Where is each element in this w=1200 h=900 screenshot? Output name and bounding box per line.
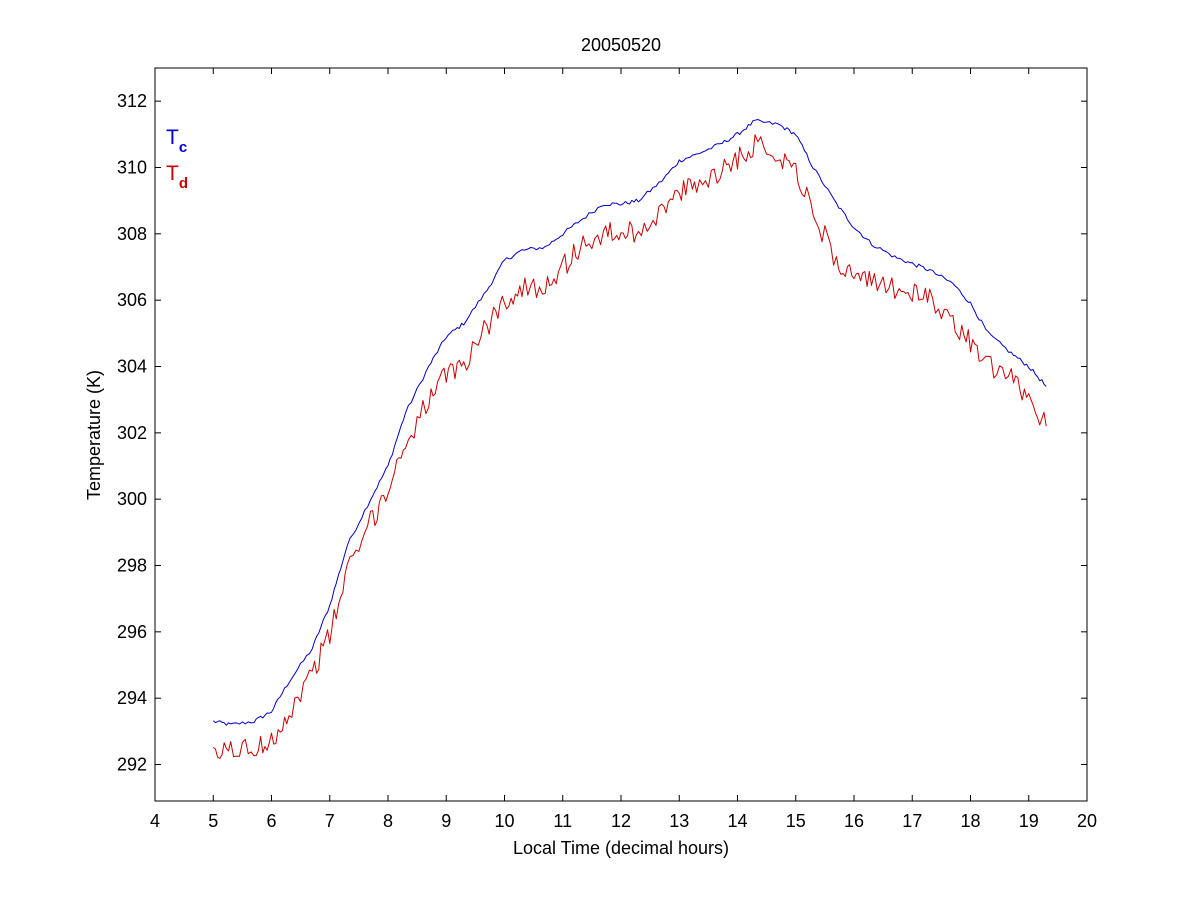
x-tick-label: 19: [1019, 811, 1039, 831]
chart-title: 20050520: [581, 35, 661, 55]
y-tick-label: 296: [117, 622, 147, 642]
x-tick-label: 13: [669, 811, 689, 831]
x-tick-label: 5: [208, 811, 218, 831]
y-axis-label: Temperature (K): [84, 370, 104, 500]
x-tick-label: 10: [494, 811, 514, 831]
legend-entry-tc-sub: c: [179, 139, 187, 156]
y-tick-label: 310: [117, 158, 147, 178]
x-tick-label: 6: [266, 811, 276, 831]
y-tick-label: 294: [117, 688, 147, 708]
series-line-tc: [212, 119, 1047, 726]
x-axis-label: Local Time (decimal hours): [513, 838, 729, 858]
x-tick-label: 17: [902, 811, 922, 831]
y-tick-label: 306: [117, 290, 147, 310]
y-tick-label: 312: [117, 91, 147, 111]
legend: Tc Td: [166, 126, 188, 192]
y-tick-label: 308: [117, 224, 147, 244]
y-tick-label: 298: [117, 556, 147, 576]
x-tick-label: 20: [1077, 811, 1097, 831]
x-tick-label: 16: [844, 811, 864, 831]
legend-entry-tc-main: T: [166, 126, 179, 149]
y-tick-label: 302: [117, 423, 147, 443]
x-tick-label: 7: [325, 811, 335, 831]
x-tick-label: 14: [727, 811, 747, 831]
y-tick-label: 292: [117, 755, 147, 775]
series-line-td: [213, 134, 1047, 759]
x-tick-label: 11: [553, 811, 572, 831]
legend-entry-td-sub: d: [179, 175, 188, 192]
y-tick-label: 304: [117, 357, 147, 377]
x-tick-label: 9: [441, 811, 451, 831]
ticks-layer: 4 5 6 7 8 9 10 11 12 13 14 15 16 17 18 19 20 292 294 296 298…: [117, 68, 1097, 831]
legend-entry-td: Td: [166, 162, 188, 192]
x-tick-label: 4: [150, 811, 160, 831]
legend-entry-td-main: T: [166, 162, 179, 185]
x-tick-label: 15: [786, 811, 806, 831]
y-tick-label: 300: [117, 489, 147, 509]
x-tick-label: 18: [960, 811, 980, 831]
plot-frame: [154, 67, 1088, 802]
x-tick-label: 12: [611, 811, 631, 831]
legend-entry-tc: Tc: [166, 126, 187, 156]
x-tick-label: 8: [383, 811, 393, 831]
series-layer: [212, 119, 1047, 759]
